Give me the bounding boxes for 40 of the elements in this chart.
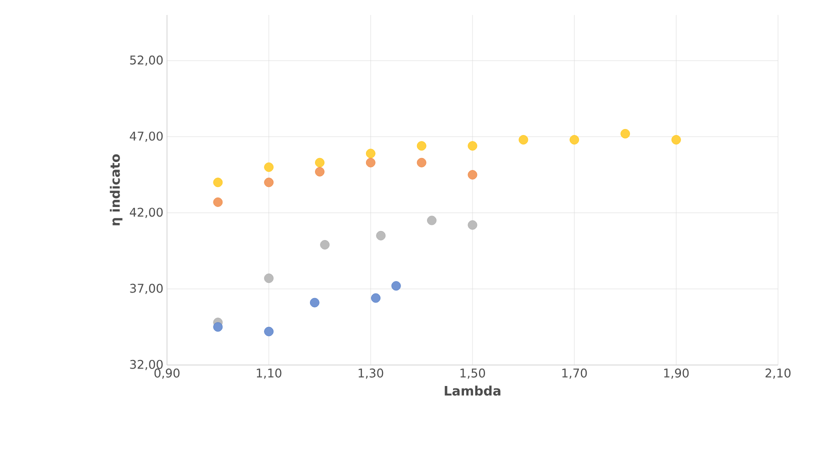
point	[366, 148, 376, 158]
point	[213, 197, 223, 207]
x-axis-title: Lambda	[444, 386, 500, 396]
point	[620, 129, 630, 138]
y-tick-label: 47,00	[130, 132, 163, 142]
point	[416, 141, 426, 151]
point	[366, 158, 376, 168]
point	[376, 230, 386, 240]
point	[264, 326, 274, 336]
point	[468, 220, 478, 230]
y-tick-label: 42,00	[130, 208, 163, 218]
point	[518, 135, 528, 144]
point	[468, 170, 478, 180]
point	[391, 281, 401, 291]
point	[468, 141, 478, 151]
point	[315, 158, 324, 168]
x-tick-label: 1,30	[358, 368, 384, 379]
point	[371, 293, 380, 303]
point	[310, 298, 320, 308]
y-tick-label: 52,00	[130, 56, 163, 66]
point	[427, 216, 436, 226]
point	[315, 167, 324, 176]
point	[570, 135, 580, 144]
x-tick-label: 1,50	[460, 368, 486, 379]
x-tick-label: 0,90	[154, 368, 180, 379]
point	[264, 178, 274, 188]
point	[213, 322, 223, 332]
y-axis-title: η indicato	[110, 154, 122, 226]
point	[264, 274, 274, 283]
point	[213, 178, 223, 188]
x-tick-label: 2,10	[766, 368, 791, 379]
point	[671, 135, 681, 144]
x-tick-label: 1,90	[664, 368, 689, 379]
point	[416, 158, 426, 168]
point	[264, 162, 274, 172]
x-tick-label: 1,70	[562, 368, 587, 379]
point	[320, 240, 330, 250]
y-tick-label: 32,00	[130, 360, 163, 370]
x-tick-label: 1,10	[256, 368, 282, 379]
y-tick-label: 37,00	[130, 284, 163, 294]
